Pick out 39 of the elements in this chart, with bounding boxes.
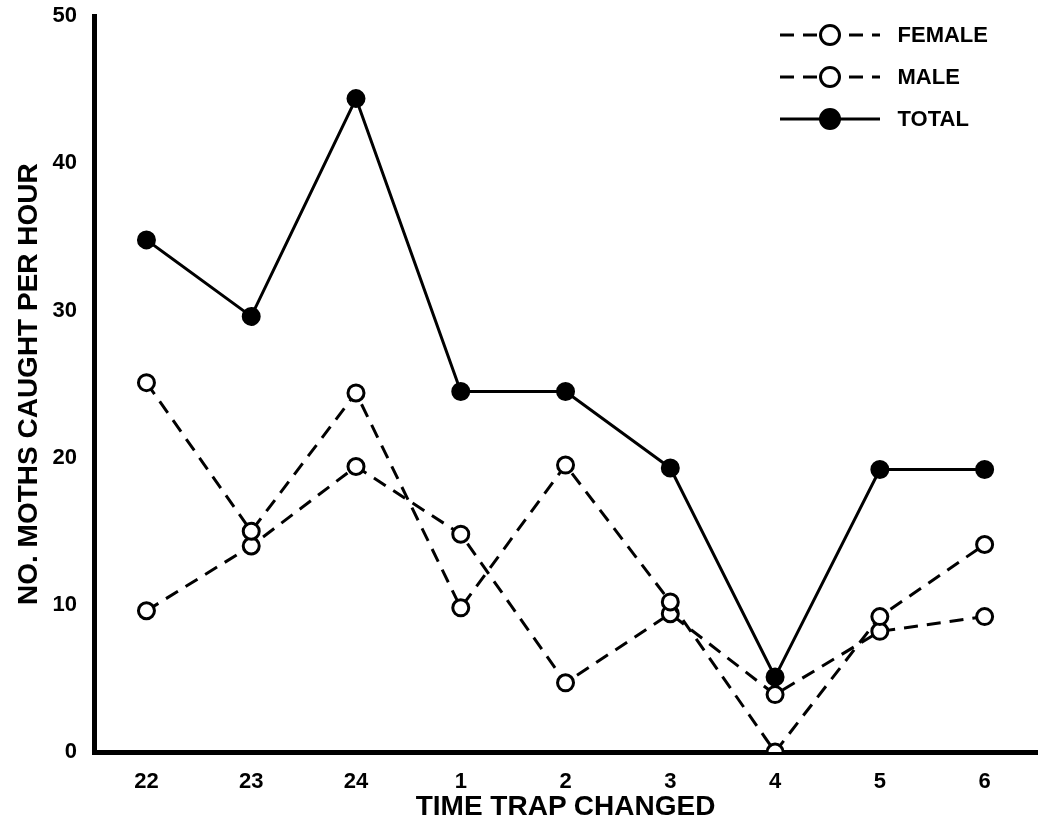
point bbox=[660, 592, 680, 612]
y-axis-title: NO. MOTHS CAUGHT PER HOUR bbox=[11, 163, 43, 605]
point bbox=[556, 381, 576, 401]
y-tick-label: 10 bbox=[52, 590, 78, 616]
x-tick-label: 22 bbox=[134, 768, 159, 794]
point bbox=[136, 230, 156, 250]
point bbox=[975, 607, 995, 627]
point bbox=[241, 521, 261, 541]
point bbox=[765, 667, 785, 687]
point bbox=[870, 607, 890, 627]
point bbox=[556, 673, 576, 693]
y-tick-label: 40 bbox=[52, 149, 78, 175]
point bbox=[660, 458, 680, 478]
x-tick-label: 5 bbox=[873, 768, 886, 794]
point bbox=[346, 383, 366, 403]
x-tick-label: 24 bbox=[343, 768, 369, 794]
point bbox=[451, 598, 471, 618]
y-tick-label: 30 bbox=[52, 296, 78, 322]
y-tick-label: 20 bbox=[52, 443, 78, 469]
point bbox=[975, 459, 995, 479]
y-tick-label: 50 bbox=[52, 2, 78, 28]
legend-label: TOTAL bbox=[897, 106, 969, 132]
x-tick-label: 4 bbox=[768, 768, 782, 794]
legend-label: FEMALE bbox=[897, 22, 988, 48]
point bbox=[136, 373, 156, 393]
x-tick-label: 23 bbox=[238, 768, 264, 794]
point bbox=[451, 381, 471, 401]
point bbox=[346, 457, 366, 477]
legend-label: MALE bbox=[897, 64, 960, 90]
point bbox=[136, 601, 156, 621]
y-tick-label: 0 bbox=[64, 738, 78, 764]
point bbox=[975, 535, 995, 554]
x-tick-label: 6 bbox=[978, 768, 991, 794]
point bbox=[451, 524, 471, 544]
point bbox=[556, 455, 576, 475]
point bbox=[346, 89, 366, 109]
point bbox=[765, 685, 785, 705]
point bbox=[241, 306, 261, 326]
point bbox=[870, 459, 890, 479]
